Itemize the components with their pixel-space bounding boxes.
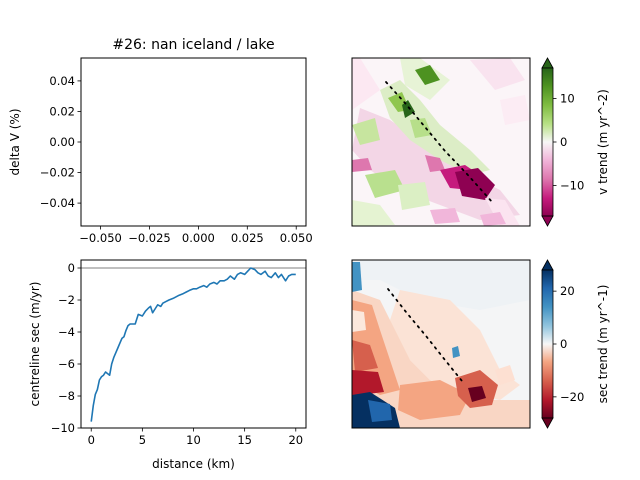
- sec-trend-centreline: [387, 288, 463, 382]
- colorbar-sec-trend: 20 0 −20 sec trend (m yr^-1): [541, 259, 610, 429]
- colorbar-tick-label: 20: [560, 284, 575, 298]
- v-trend-field: [352, 58, 530, 226]
- x-tick-label: 5: [139, 433, 146, 447]
- colorbar-v-trend-label: v trend (m yr^-2): [596, 89, 610, 195]
- colorbar-tick-label: 0: [560, 135, 567, 149]
- map-sec-trend: [351, 259, 531, 429]
- y-tick-label: −10: [51, 421, 75, 435]
- x-tick-label: 0.025: [231, 231, 264, 245]
- y-tick-label: 0.00: [49, 135, 75, 149]
- panel-centreline-sec: 0 5 10 15 20 0 −2 −4 −6 −8 −10 distance (km) cent…: [28, 259, 307, 471]
- y-tick-label: −4: [58, 325, 75, 339]
- y-tick-label: −8: [58, 389, 75, 403]
- x-tick-label: 15: [237, 433, 252, 447]
- panel-delta-v-title: #26: nan iceland / lake: [112, 37, 274, 53]
- y-tick-label: 0.02: [49, 104, 75, 118]
- x-tick-label: 0.050: [280, 231, 313, 245]
- y-tick-label: −6: [58, 357, 75, 371]
- map-v-trend: [351, 57, 531, 227]
- x-tick-label: 0.000: [182, 231, 215, 245]
- y-tick-label: −2: [58, 293, 75, 307]
- colorbar-sec-trend-label: sec trend (m yr^-1): [596, 285, 610, 404]
- colorbar-v-trend: 10 0 −10 v trend (m yr^-2): [541, 57, 610, 227]
- map-v-trend-frame: [351, 57, 531, 227]
- map-sec-trend-frame: [351, 259, 531, 429]
- sec-trend-field: [352, 260, 530, 428]
- series-line: [90, 267, 296, 422]
- panel-delta-v-axes-frame: [80, 57, 307, 227]
- colorbar-tick-label: −20: [560, 390, 584, 404]
- x-tick-label: 20: [288, 433, 303, 447]
- x-tick-label: 10: [186, 433, 201, 447]
- y-tick-label: 0: [68, 261, 75, 275]
- panel-delta-v-ylabel: delta V (%): [8, 109, 22, 176]
- panel-centreline-sec-axes-frame: [80, 259, 307, 429]
- colorbar-tick-label: 10: [560, 91, 575, 105]
- y-tick-label: −0.02: [40, 166, 75, 180]
- x-tick-label: −0.050: [79, 231, 122, 245]
- panel-delta-v: #26: nan iceland / lake −0.050 −0.025 0.00…: [8, 37, 313, 245]
- x-tick-label: 0: [88, 433, 95, 447]
- panel-centreline-sec-xlabel: distance (km): [152, 457, 235, 471]
- y-tick-label: 0.04: [49, 74, 75, 88]
- colorbar-tick-label: −10: [560, 179, 584, 193]
- v-trend-centreline: [385, 81, 494, 204]
- panel-centreline-sec-ylabel: centreline sec (m/yr): [28, 282, 42, 407]
- colorbar-tick-label: 0: [560, 337, 567, 351]
- y-tick-label: −0.04: [40, 196, 75, 210]
- x-tick-label: −0.025: [128, 231, 171, 245]
